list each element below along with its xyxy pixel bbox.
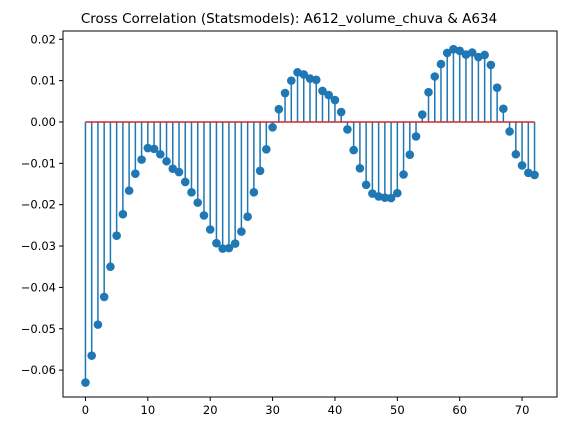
data-point <box>505 127 514 136</box>
y-tick-label: −0.01 <box>21 156 56 170</box>
data-point <box>193 198 203 207</box>
data-point <box>212 238 221 248</box>
x-tick-label: 20 <box>203 403 218 417</box>
data-point <box>149 144 159 154</box>
data-point <box>156 149 165 159</box>
data-point <box>343 125 352 134</box>
data-point <box>436 59 446 69</box>
y-tick-label: −0.04 <box>21 280 56 294</box>
data-point <box>405 150 415 159</box>
data-point <box>330 95 340 105</box>
data-point <box>324 90 334 100</box>
data-point <box>311 75 321 85</box>
data-point <box>237 227 246 236</box>
y-tick-label: 0.02 <box>30 32 56 46</box>
data-point <box>112 231 121 241</box>
data-point <box>411 132 421 141</box>
data-point <box>199 211 209 220</box>
x-tick-label: 60 <box>452 403 467 417</box>
data-point <box>218 244 227 253</box>
data-point <box>386 193 396 203</box>
data-point <box>137 155 146 164</box>
data-point <box>355 164 365 173</box>
data-point <box>511 149 521 159</box>
x-tick-label: 70 <box>515 403 530 417</box>
plot-frame <box>62 30 558 398</box>
data-point <box>187 187 196 197</box>
data-point <box>280 88 290 98</box>
data-point <box>399 170 408 179</box>
data-point <box>255 166 265 176</box>
data-point <box>499 104 508 114</box>
x-axis-ticks: 0 10 20 30 40 50 60 70 <box>82 397 530 417</box>
data-point <box>87 351 96 360</box>
data-point <box>349 145 358 155</box>
data-point <box>118 209 128 219</box>
data-point <box>274 104 284 114</box>
x-tick-label: 10 <box>141 403 156 417</box>
y-tick-label: −0.05 <box>21 322 56 336</box>
data-point <box>336 107 346 117</box>
y-tick-label: 0.01 <box>30 74 56 88</box>
data-point <box>162 156 171 166</box>
data-point <box>393 188 402 198</box>
data-point <box>318 86 327 96</box>
data-point <box>93 320 103 329</box>
data-point <box>205 225 215 234</box>
data-markers <box>81 44 539 387</box>
data-point <box>530 170 539 180</box>
data-point <box>174 167 184 177</box>
data-point <box>224 243 234 253</box>
data-point <box>424 87 433 97</box>
data-point <box>262 144 271 154</box>
chart-title: Cross Correlation (Statsmodels): A612_vo… <box>81 11 497 27</box>
data-point <box>380 193 390 202</box>
data-point <box>442 48 452 58</box>
data-point <box>230 239 240 248</box>
data-point <box>492 83 502 92</box>
data-point <box>81 378 90 387</box>
y-tick-label: −0.03 <box>21 239 56 253</box>
data-point <box>268 123 277 132</box>
stem-lines <box>84 49 536 383</box>
x-tick-label: 30 <box>265 403 280 417</box>
data-point <box>480 50 489 60</box>
data-point <box>455 46 464 56</box>
x-tick-label: 40 <box>328 403 343 417</box>
data-point <box>286 76 296 85</box>
data-point <box>299 70 309 79</box>
data-point <box>467 48 477 57</box>
data-point <box>99 292 109 302</box>
data-point <box>131 169 140 178</box>
x-tick-label: 0 <box>82 403 89 417</box>
data-point <box>249 187 259 197</box>
data-point <box>417 110 427 119</box>
data-point <box>430 72 440 81</box>
y-tick-label: −0.02 <box>21 198 56 212</box>
data-point <box>124 186 134 195</box>
y-axis-ticks: −0.06 −0.05 −0.04 −0.03 −0.02 −0.01 0.00 0.01 0.… <box>21 32 63 377</box>
data-point <box>243 212 252 221</box>
data-point <box>486 60 496 70</box>
data-point <box>106 262 115 272</box>
y-tick-label: −0.06 <box>21 363 56 377</box>
data-point <box>180 177 190 187</box>
y-tick-label: 0.00 <box>30 115 56 129</box>
x-tick-label: 50 <box>390 403 405 417</box>
data-point <box>361 180 371 190</box>
data-point <box>517 161 527 170</box>
